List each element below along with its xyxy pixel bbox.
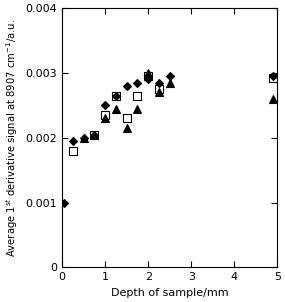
212-250 um (93, 133, 96, 137)
<53 um (136, 81, 139, 85)
Line: <53 um: <53 um (61, 72, 276, 206)
425-500 um (103, 117, 107, 120)
<53 um (103, 104, 107, 107)
425-500 um (93, 133, 96, 137)
425-500 um (114, 107, 118, 111)
<53 um (71, 139, 75, 143)
425-500 um (157, 91, 161, 94)
425-500 um (125, 126, 129, 130)
<53 um (114, 94, 118, 98)
Line: 425-500 um: 425-500 um (80, 69, 277, 142)
<53 um (146, 78, 150, 81)
212-250 um (71, 149, 75, 153)
<53 um (168, 74, 172, 78)
425-500 um (146, 71, 150, 75)
212-250 um (271, 76, 275, 79)
425-500 um (82, 136, 86, 140)
<53 um (82, 136, 86, 140)
212-250 um (136, 94, 139, 98)
212-250 um (114, 94, 118, 98)
Line: 212-250 um: 212-250 um (69, 72, 277, 155)
212-250 um (146, 74, 150, 78)
X-axis label: Depth of sample/mm: Depth of sample/mm (111, 288, 229, 298)
<53 um (63, 201, 66, 204)
425-500 um (136, 107, 139, 111)
<53 um (93, 133, 96, 137)
<53 um (157, 81, 161, 85)
425-500 um (168, 81, 172, 85)
<53 um (271, 74, 275, 77)
Y-axis label: Average 1$^{st}$ derivative signal at 8907 cm$^{-1}$/a.u.: Average 1$^{st}$ derivative signal at 89… (4, 19, 20, 257)
212-250 um (125, 117, 129, 120)
212-250 um (157, 87, 161, 91)
425-500 um (271, 97, 275, 101)
212-250 um (103, 113, 107, 117)
<53 um (125, 84, 129, 88)
